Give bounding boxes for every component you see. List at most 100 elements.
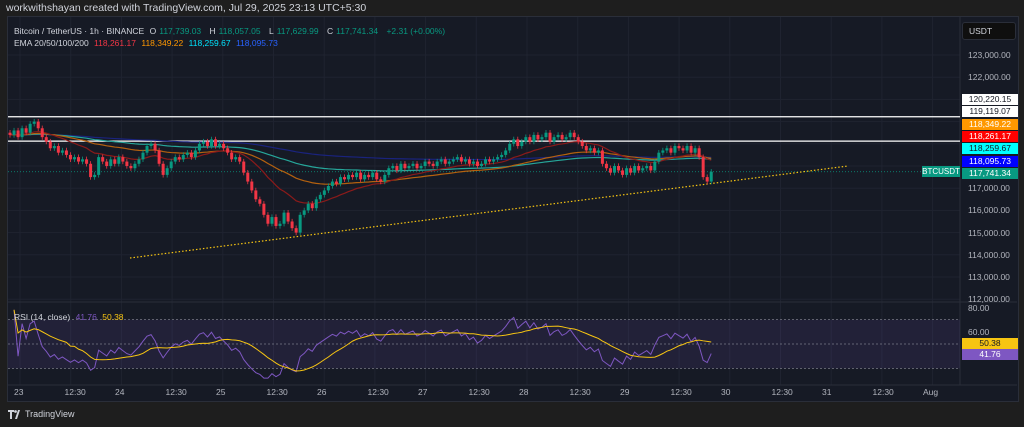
time-axis-label: 12:30 (367, 387, 389, 397)
candle (20, 128, 24, 138)
time-axis-label: 12:30 (771, 387, 793, 397)
rsi-axis-label-60: 60.00 (968, 327, 990, 337)
candle (508, 143, 512, 151)
candle (181, 154, 185, 160)
candle (153, 143, 157, 151)
rsi-label: RSI (14, close) (14, 312, 71, 322)
candle (552, 137, 556, 142)
candle (254, 190, 258, 200)
candle (657, 152, 661, 162)
candle (173, 157, 177, 162)
rsi-value: 41.76 (75, 312, 97, 322)
ohlc-high: H 118,057.05 (209, 26, 261, 36)
candle (556, 134, 560, 138)
candle (165, 168, 169, 175)
footer-logo[interactable]: TradingView (8, 409, 75, 419)
candle (471, 161, 475, 164)
candle (641, 168, 645, 171)
price-tag: 117,741.34 (962, 167, 1018, 179)
candle (629, 168, 633, 173)
candle (193, 150, 197, 158)
candle (451, 159, 455, 162)
candle (387, 168, 391, 175)
candle (282, 212, 286, 224)
candle (355, 172, 359, 178)
time-axis-label: 12:30 (468, 387, 490, 397)
candle (524, 137, 528, 142)
candle (246, 172, 250, 182)
candle (463, 159, 467, 162)
candle (109, 159, 113, 166)
rsi-ma-tag: 50.38 (962, 338, 1018, 349)
candle (169, 161, 173, 169)
candle (314, 199, 318, 209)
candle (488, 159, 492, 162)
candle (141, 152, 145, 160)
candle (64, 150, 68, 155)
candle (12, 130, 16, 135)
candle (250, 181, 254, 191)
candle (24, 128, 28, 133)
candle (298, 214, 302, 233)
candle (528, 137, 532, 142)
candle (342, 177, 346, 180)
ohlc-open: O 117,739.03 (149, 26, 202, 36)
symbol-tag: BTCUSDT (922, 166, 960, 177)
candle (653, 161, 657, 171)
candle (52, 146, 56, 149)
candle (439, 159, 443, 162)
candle (44, 137, 48, 142)
candle (665, 148, 669, 151)
candle (383, 174, 387, 182)
ema-20-line (9, 130, 712, 205)
ema-50-value: 118,349.22 (141, 38, 184, 48)
candle (677, 146, 681, 149)
candle (40, 128, 44, 138)
time-axis-label: 12:30 (872, 387, 894, 397)
price-axis-label: 115,000.00 (968, 227, 1010, 238)
candle (540, 137, 544, 140)
candle (580, 141, 584, 147)
candle (36, 121, 40, 129)
candle (60, 150, 64, 153)
candle (8, 132, 12, 135)
candle (145, 146, 149, 153)
candle (447, 161, 451, 164)
time-axis-label: 24 (115, 387, 125, 397)
candle (399, 163, 403, 171)
candle (85, 159, 89, 164)
candle (117, 157, 121, 164)
price-axis-label: 112,000.00 (968, 294, 1010, 305)
candle (334, 181, 338, 184)
candle (415, 163, 419, 169)
candle (419, 166, 423, 169)
candle (258, 199, 262, 204)
candle (669, 148, 673, 153)
candle (32, 121, 36, 124)
candle (403, 163, 407, 169)
time-axis-label: 12:30 (64, 387, 86, 397)
candle (177, 157, 181, 160)
candle (379, 179, 383, 182)
candle (512, 139, 516, 144)
candle (363, 174, 367, 180)
candle (705, 177, 709, 182)
candle (338, 177, 342, 184)
candle (621, 170, 625, 175)
time-axis-label: 28 (519, 387, 529, 397)
ema-legend: EMA 20/50/100/200 118,261.17 118,349.22 … (14, 38, 281, 48)
currency-selector[interactable]: USDT (962, 22, 1016, 40)
symbol-title: Bitcoin / TetherUS · 1h · BINANCE (14, 26, 145, 36)
trendline (129, 165, 849, 259)
candle (701, 157, 705, 178)
candle (121, 157, 125, 162)
price-tag: 118,259.67 (962, 143, 1018, 155)
time-axis-label: 12:30 (569, 387, 591, 397)
candle (16, 130, 20, 138)
rsi-legend: RSI (14, close) 41.76 50.38 (14, 312, 127, 322)
time-axis-label: Aug (923, 387, 939, 397)
candle (520, 141, 524, 147)
candle (125, 161, 129, 166)
candle (697, 148, 701, 158)
